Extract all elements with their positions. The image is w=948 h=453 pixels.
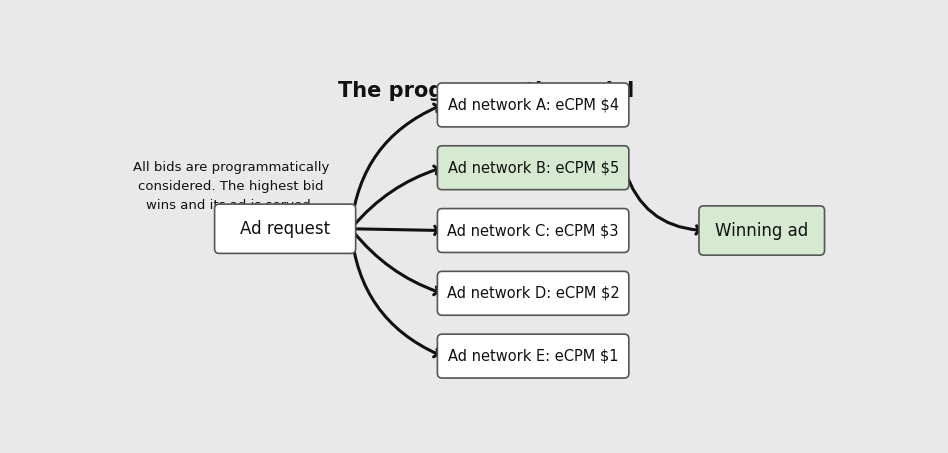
FancyBboxPatch shape <box>699 206 825 255</box>
FancyBboxPatch shape <box>437 208 629 252</box>
Text: Ad network C: eCPM $3: Ad network C: eCPM $3 <box>447 223 619 238</box>
FancyBboxPatch shape <box>437 271 629 315</box>
FancyBboxPatch shape <box>437 83 629 127</box>
FancyBboxPatch shape <box>437 334 629 378</box>
Text: Ad network A: eCPM $4: Ad network A: eCPM $4 <box>447 97 619 112</box>
Text: Ad request: Ad request <box>240 220 330 238</box>
Text: Winning ad: Winning ad <box>715 222 809 240</box>
Text: All bids are programmatically
considered. The highest bid
wins and its ad is ser: All bids are programmatically considered… <box>133 161 329 212</box>
Text: Ad network E: eCPM $1: Ad network E: eCPM $1 <box>447 348 618 364</box>
Text: Ad network B: eCPM $5: Ad network B: eCPM $5 <box>447 160 619 175</box>
Text: Ad network D: eCPM $2: Ad network D: eCPM $2 <box>447 286 619 301</box>
FancyBboxPatch shape <box>437 146 629 190</box>
Text: The programmatic model: The programmatic model <box>337 81 634 101</box>
FancyBboxPatch shape <box>214 204 356 253</box>
